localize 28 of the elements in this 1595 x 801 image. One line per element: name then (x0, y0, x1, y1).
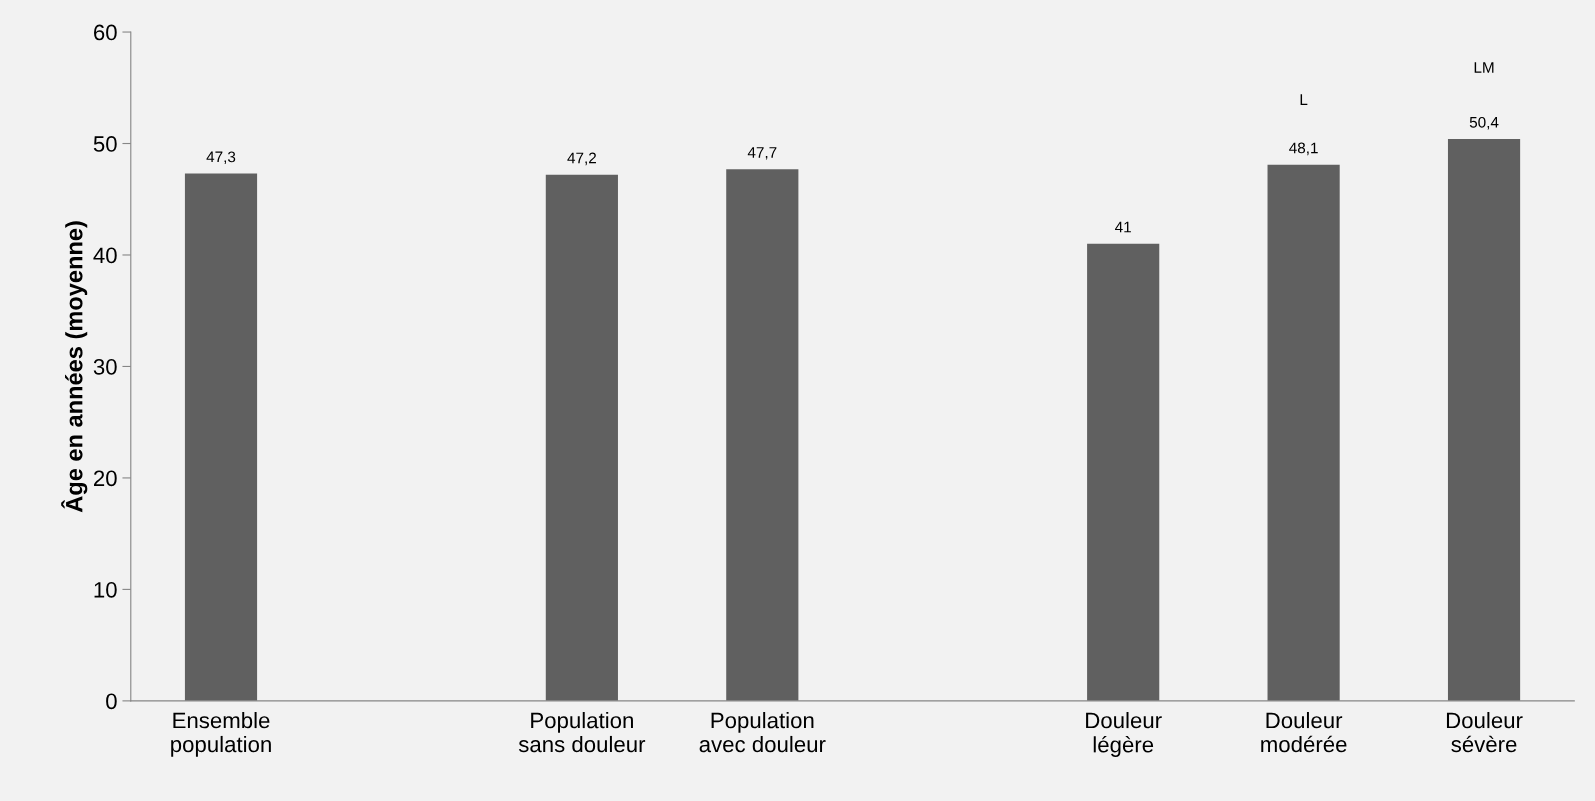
annotation: LM (1474, 62, 1494, 73)
data-label: 50,4 (1469, 116, 1499, 130)
bar (1447, 139, 1521, 701)
x-tick-label: Ensemble population (171, 711, 271, 757)
x-tick-label: Population avec douleur (699, 711, 826, 753)
y-tick-label: 0 (106, 693, 117, 710)
y-tick-label: 40 (93, 247, 117, 264)
bar (726, 169, 799, 701)
data-label: 47,2 (567, 152, 596, 166)
y-tick-label: 60 (94, 24, 117, 41)
data-label: 48,1 (1289, 142, 1318, 156)
y-axis-title: Âge en années (moyenne) (61, 221, 88, 513)
data-label: 47,7 (747, 147, 777, 160)
data-label: 41 (1115, 221, 1131, 233)
x-tick-label: Douleur sévère (1446, 711, 1523, 753)
x-tick-label: Douleur modérée (1261, 711, 1347, 753)
y-tick-label: 30 (93, 358, 117, 375)
data-label: 47,3 (206, 151, 236, 165)
y-tick-label: 20 (94, 470, 117, 487)
bar (1087, 243, 1160, 701)
x-tick-label: Douleur légère (1086, 711, 1162, 757)
y-tick-label: 50 (93, 136, 117, 152)
bar (545, 174, 618, 701)
bar (1267, 164, 1340, 701)
annotation: L (1300, 94, 1308, 105)
x-tick-label: Population sans douleur (518, 711, 646, 753)
y-tick-label: 10 (94, 581, 117, 598)
bar (184, 173, 258, 701)
